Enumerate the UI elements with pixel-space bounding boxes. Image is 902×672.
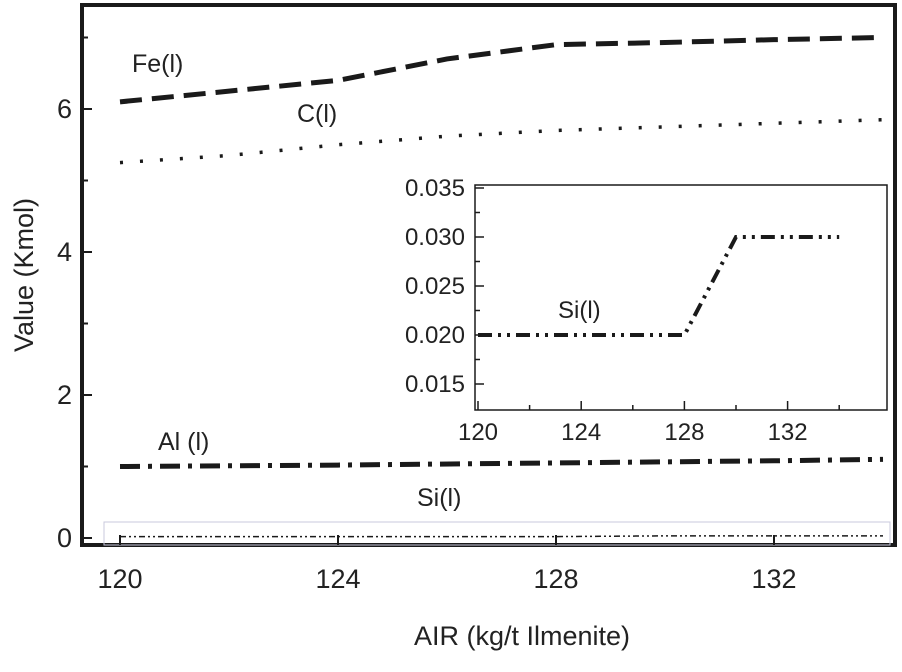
y-axis-label: Value (Kmol) (9, 198, 39, 352)
inset-frame (474, 184, 888, 411)
inset-y-tick-label: 0.035 (405, 175, 465, 202)
inset-y-tick-label: 0.025 (405, 273, 465, 300)
inset-y-tick-label: 0.020 (405, 322, 465, 349)
x-tick-label: 120 (97, 564, 142, 594)
y-tick-label: 6 (57, 94, 72, 124)
label-c: C(l) (297, 100, 337, 128)
inset-y-tick-label: 0.030 (405, 224, 465, 251)
label-si: Si(l) (417, 484, 461, 512)
inset-x-tick-label: 132 (768, 419, 808, 446)
y-tick-label: 2 (57, 380, 72, 410)
series-line-sil (120, 535, 883, 538)
series-line-fel (119, 35, 884, 105)
series-line-cl (119, 117, 884, 165)
y-tick-label: 0 (57, 523, 72, 553)
inset-y-tick-label: 0.015 (405, 371, 465, 398)
y-tick-label: 4 (57, 237, 72, 267)
x-tick-label: 128 (533, 564, 578, 594)
si-zoom-region-box (103, 521, 891, 546)
label-al: Al (l) (158, 428, 209, 456)
inset-x-tick-label: 120 (458, 419, 498, 446)
inset-label-si: Si(l) (558, 297, 601, 324)
inset-x-tick-label: 124 (561, 419, 601, 446)
inset-x-tick-label: 128 (664, 419, 704, 446)
x-axis-label: AIR (kg/t Ilmenite) (414, 621, 630, 651)
label-fe: Fe(l) (132, 50, 183, 78)
x-tick-label: 132 (751, 564, 796, 594)
series-line-all (119, 456, 884, 469)
x-tick-label: 124 (315, 564, 360, 594)
